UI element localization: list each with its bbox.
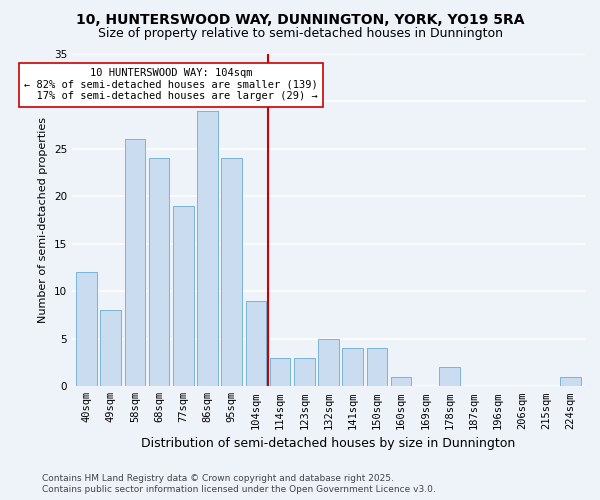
Bar <box>294 358 314 386</box>
Bar <box>221 158 242 386</box>
Text: 10, HUNTERSWOOD WAY, DUNNINGTON, YORK, YO19 5RA: 10, HUNTERSWOOD WAY, DUNNINGTON, YORK, Y… <box>76 12 524 26</box>
Bar <box>439 368 460 386</box>
Bar <box>125 140 145 386</box>
Bar <box>318 339 339 386</box>
Bar <box>76 272 97 386</box>
Bar <box>391 377 412 386</box>
Bar <box>149 158 169 386</box>
Text: Contains HM Land Registry data © Crown copyright and database right 2025.
Contai: Contains HM Land Registry data © Crown c… <box>42 474 436 494</box>
Text: 10 HUNTERSWOOD WAY: 104sqm
← 82% of semi-detached houses are smaller (139)
  17%: 10 HUNTERSWOOD WAY: 104sqm ← 82% of semi… <box>24 68 318 102</box>
Text: Size of property relative to semi-detached houses in Dunnington: Size of property relative to semi-detach… <box>97 28 503 40</box>
Bar <box>343 348 363 387</box>
Y-axis label: Number of semi-detached properties: Number of semi-detached properties <box>38 117 48 323</box>
Bar <box>173 206 194 386</box>
Bar <box>100 310 121 386</box>
Bar <box>245 301 266 386</box>
Bar <box>197 111 218 386</box>
Bar <box>270 358 290 386</box>
Bar <box>560 377 581 386</box>
Bar <box>367 348 387 387</box>
X-axis label: Distribution of semi-detached houses by size in Dunnington: Distribution of semi-detached houses by … <box>142 437 515 450</box>
